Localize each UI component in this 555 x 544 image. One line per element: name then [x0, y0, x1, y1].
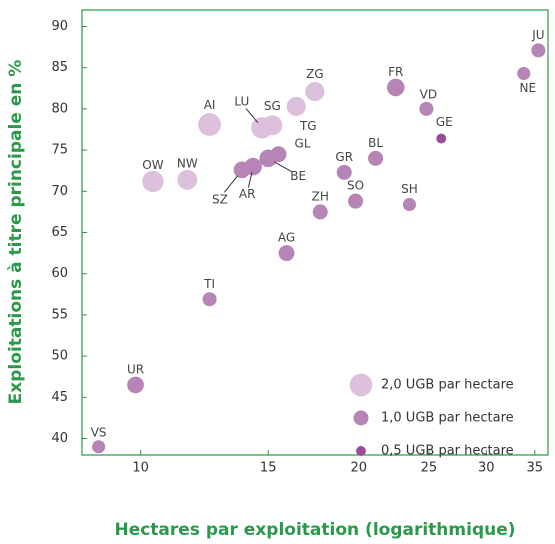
legend-marker [353, 410, 369, 426]
bubble [336, 164, 352, 180]
leader-line [273, 161, 293, 173]
bubble [402, 197, 417, 212]
point-label: FR [388, 65, 403, 79]
bubble [198, 113, 221, 136]
point-label: OW [142, 158, 163, 172]
point-label: UR [127, 362, 144, 376]
leader-line [245, 108, 259, 123]
bubble [270, 146, 287, 163]
y-tick-label: 80 [51, 101, 68, 116]
bubble [286, 96, 306, 116]
y-tick-label: 90 [51, 19, 68, 34]
x-tick-label: 15 [260, 461, 277, 476]
legend-label: 1,0 UGB par hectare [381, 411, 514, 426]
y-tick-label: 65 [51, 225, 68, 240]
point-label: VS [91, 425, 107, 439]
x-tick-label: 20 [350, 461, 367, 476]
x-tick-label: 25 [421, 461, 438, 476]
point-label: GR [335, 150, 353, 164]
y-tick-label: 75 [51, 143, 68, 158]
y-axis-title: Exploitations à titre principale en % [6, 60, 26, 405]
x-axis-title: Hectares par exploitation (logarithmique… [114, 520, 515, 540]
bubble [278, 245, 295, 262]
legend-marker [356, 446, 366, 456]
leader-line [223, 175, 238, 193]
y-tick-label: 60 [51, 266, 68, 281]
y-tick-label: 50 [51, 349, 68, 364]
bubble [348, 193, 364, 209]
point-label: ZH [312, 189, 329, 203]
bubble [436, 133, 447, 144]
point-label: ZG [306, 67, 324, 81]
x-tick-label: 35 [527, 461, 544, 476]
x-tick-label: 10 [132, 461, 149, 476]
point-label: AR [239, 187, 256, 201]
point-label: JU [531, 28, 544, 42]
legend-label: 0,5 UGB par hectare [381, 444, 514, 459]
point-label: LU [234, 94, 249, 108]
point-label: GL [295, 137, 311, 151]
point-label: GE [436, 115, 453, 129]
point-label: SG [264, 99, 281, 113]
bubble [305, 82, 325, 102]
legend-label: 2,0 UGB par hectare [381, 378, 514, 393]
legend-marker [349, 373, 373, 397]
bubble [92, 440, 106, 454]
bubble [177, 169, 198, 190]
point-label: BE [290, 169, 306, 183]
point-label: BL [368, 136, 383, 150]
bubble [142, 170, 164, 193]
leader-line [247, 172, 253, 188]
point-label: NE [520, 81, 537, 95]
bubble [419, 101, 434, 116]
point-label: SH [401, 182, 418, 196]
y-tick-label: 85 [51, 60, 68, 75]
bubble [368, 150, 384, 166]
bubble [262, 115, 283, 136]
point-label: SZ [212, 192, 228, 206]
point-label: SO [347, 179, 364, 193]
bubble [127, 376, 144, 394]
y-tick-label: 45 [51, 390, 68, 405]
bubble [312, 204, 328, 220]
x-tick-label: 30 [478, 461, 495, 476]
y-tick-label: 55 [51, 307, 68, 322]
point-label: VD [420, 87, 437, 101]
bubble [244, 157, 262, 176]
y-tick-label: 70 [51, 184, 68, 199]
bubble [202, 292, 217, 307]
point-label: NW [177, 156, 198, 170]
bubble [517, 66, 531, 81]
bubble [386, 78, 405, 97]
y-tick-label: 40 [51, 431, 68, 446]
point-label: AG [278, 231, 295, 245]
point-label: TG [299, 119, 317, 133]
bubble [531, 43, 546, 58]
point-label: TI [203, 277, 215, 291]
point-label: AI [204, 98, 216, 112]
